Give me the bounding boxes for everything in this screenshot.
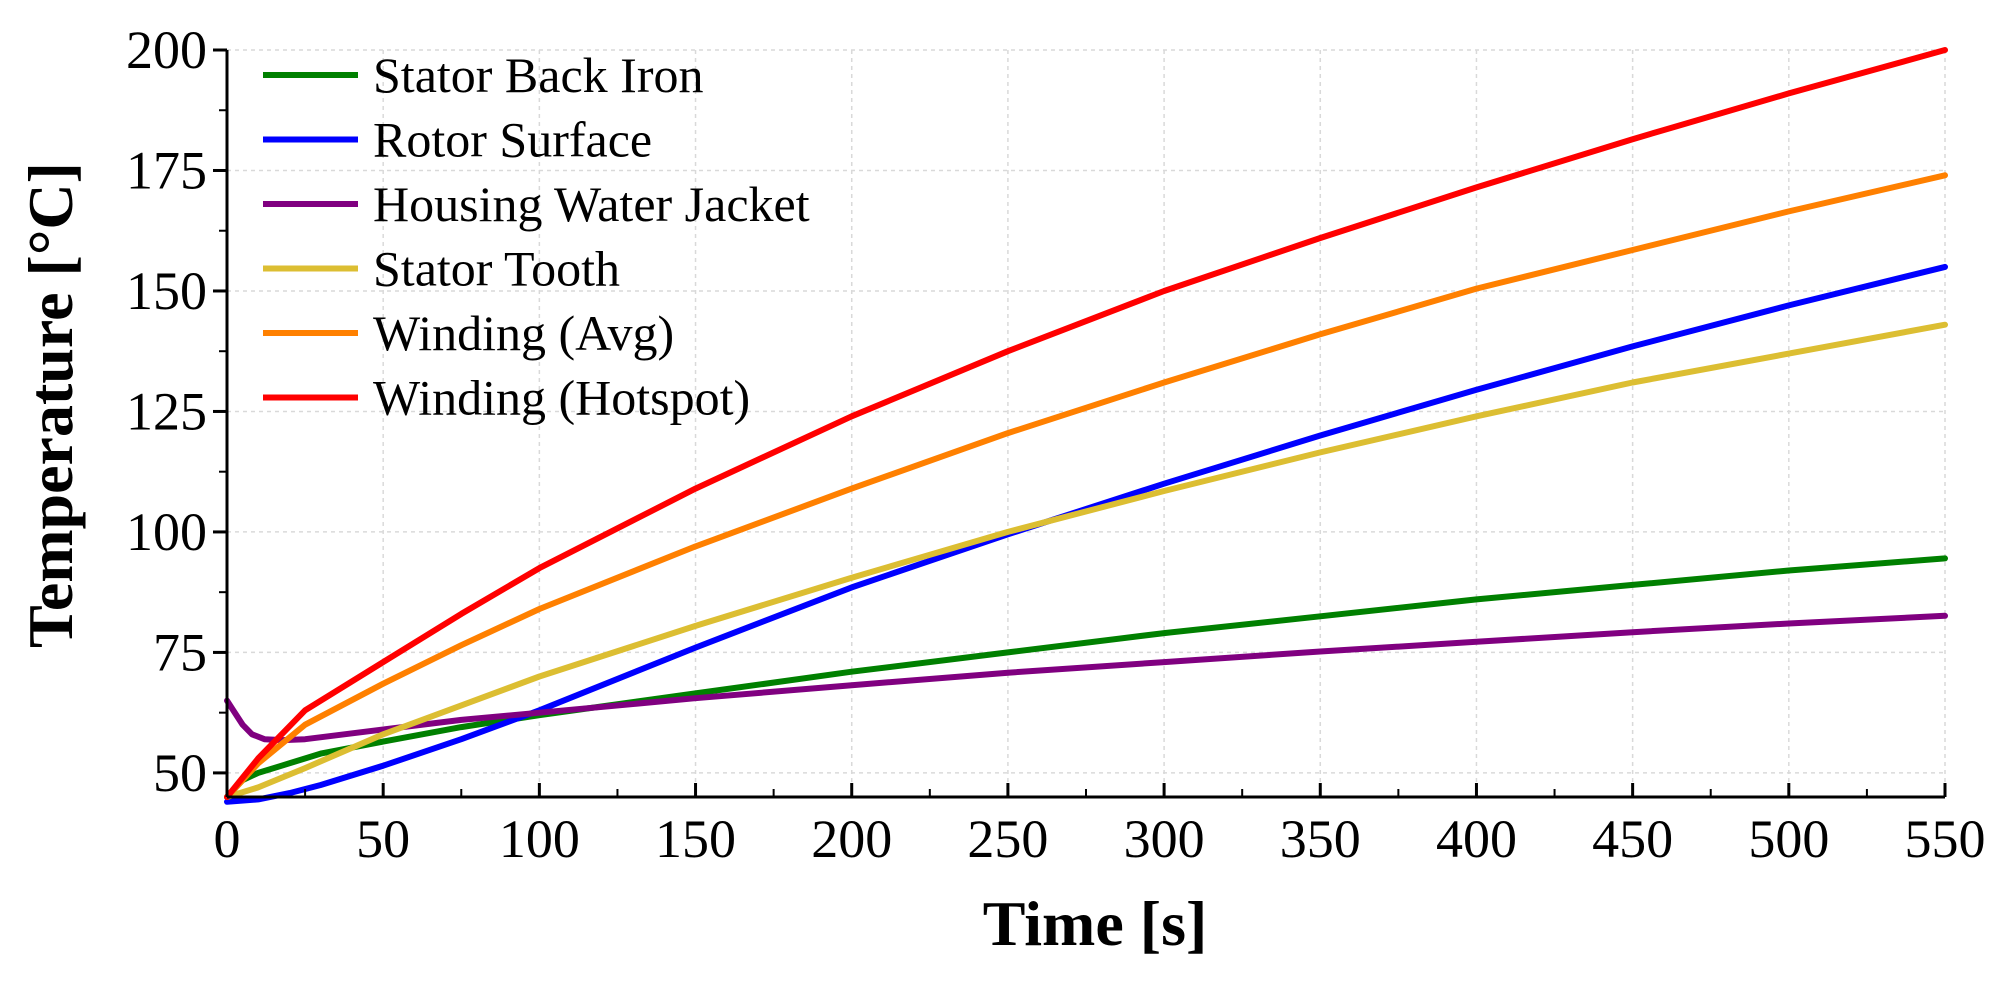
legend-label-1: Rotor Surface	[373, 112, 652, 168]
x-tick-label: 150	[655, 809, 736, 869]
y-tick-label: 175	[126, 140, 207, 200]
legend: Stator Back Iron Rotor Surface Housing Wat…	[263, 47, 810, 426]
legend-label-4: Winding (Avg)	[373, 305, 674, 361]
x-tick-label: 50	[356, 809, 410, 869]
x-tick-label: 350	[1280, 809, 1361, 869]
series-line-5	[224, 47, 1948, 800]
legend-label-2: Housing Water Jacket	[373, 176, 810, 232]
x-tick-label: 400	[1436, 809, 1517, 869]
y-tick-label: 150	[126, 261, 207, 321]
x-tick-label: 300	[1124, 809, 1205, 869]
legend-label-5: Winding (Hotspot)	[373, 370, 750, 426]
series-line-3	[224, 321, 1948, 800]
x-tick-label: 450	[1592, 809, 1673, 869]
y-tick-label: 125	[126, 381, 207, 441]
x-tick-label: 0	[214, 809, 241, 869]
x-tick-label: 550	[1905, 809, 1986, 869]
x-tick-label: 200	[811, 809, 892, 869]
legend-label-3: Stator Tooth	[373, 241, 620, 297]
legend-label-0: Stator Back Iron	[373, 47, 703, 103]
series-lines	[224, 47, 1948, 805]
y-tick-label: 50	[153, 743, 207, 803]
x-tick-label: 100	[499, 809, 580, 869]
y-axis-title: Temperature [°C]	[15, 162, 86, 648]
series-line-2	[224, 612, 1948, 744]
axes	[213, 48, 1947, 799]
y-tick-label: 200	[126, 20, 207, 80]
y-tick-label: 75	[153, 622, 207, 682]
series-line-0	[224, 555, 1948, 800]
series-line-4	[224, 172, 1948, 800]
grid	[227, 49, 1946, 797]
y-tick-label: 100	[126, 502, 207, 562]
x-tick-label: 250	[967, 809, 1048, 869]
x-tick-label: 500	[1748, 809, 1829, 869]
tick-labels: 0 50 100 150 200 250 300 350 400 450 500 5505075100…	[126, 20, 1986, 869]
x-axis-title: Time [s]	[983, 888, 1208, 959]
